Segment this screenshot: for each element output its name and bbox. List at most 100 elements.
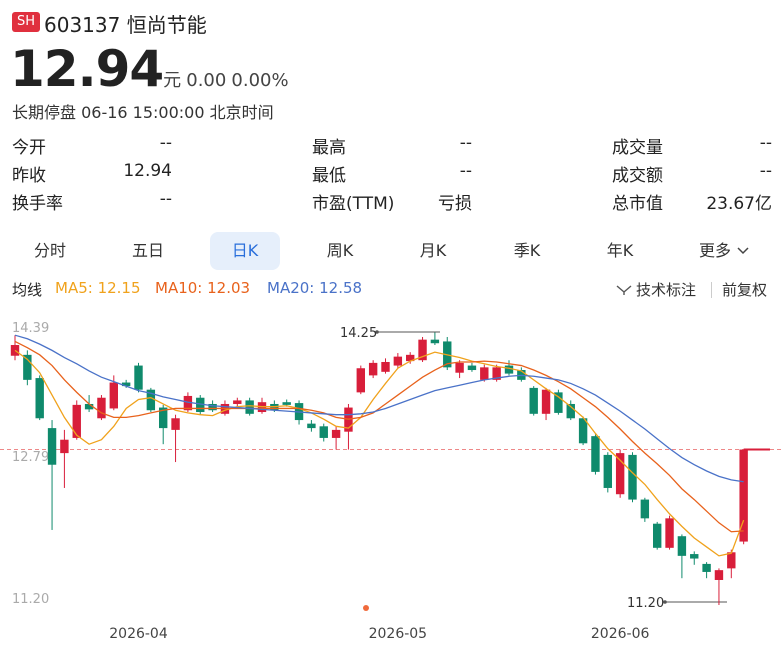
candle-body <box>393 356 403 366</box>
stat-value: 23.67亿 <box>706 194 772 214</box>
candle-body <box>208 403 217 411</box>
candle-body <box>183 395 193 411</box>
ma-label: 均线 <box>12 281 43 299</box>
tech-icon <box>616 285 632 295</box>
candle-body <box>406 354 415 362</box>
candle-body <box>739 449 748 542</box>
candle-body <box>665 518 674 548</box>
tab[interactable]: 周K <box>326 241 354 260</box>
candle-body <box>196 397 205 413</box>
event-dot <box>363 605 369 611</box>
tab[interactable]: 日K <box>210 232 280 270</box>
legend-item: MA10: 12.03 <box>155 279 251 297</box>
market-badge: SH <box>12 12 40 32</box>
candle-body <box>171 418 180 430</box>
candle-body <box>282 402 291 405</box>
candle-body <box>233 400 242 404</box>
separator <box>711 282 712 298</box>
stat-value: 12.94 <box>123 161 172 181</box>
tab[interactable]: 分时 <box>33 241 66 260</box>
price-row: 12.94元 0.00 0.00% <box>10 40 289 100</box>
y-tick-label: 12.79 <box>12 450 49 465</box>
stat-label: 成交量 <box>612 138 663 158</box>
candle-body <box>331 429 341 438</box>
stat-label: 昨收 <box>12 166 46 186</box>
candle-body <box>60 439 69 454</box>
stat-label: 最高 <box>312 138 346 158</box>
stat-label: 最低 <box>312 166 346 186</box>
candle-body <box>146 389 156 411</box>
stat-value: -- <box>459 133 472 153</box>
high-label: 14.25 <box>340 326 377 341</box>
candle-body <box>504 365 514 374</box>
tab[interactable]: 年K <box>606 241 634 260</box>
candle-body <box>492 367 501 380</box>
candle-body <box>690 554 699 559</box>
title: 603137 恒尚节能 <box>44 9 207 38</box>
stat-label: 成交额 <box>612 166 663 186</box>
low-dot <box>663 600 667 604</box>
candle-body <box>368 362 378 376</box>
tab[interactable]: 季K <box>513 241 541 260</box>
x-tick-label: 2026-05 <box>369 626 428 642</box>
change-pct: 0.00% <box>231 70 289 91</box>
candle-body <box>35 378 44 419</box>
candle-body <box>480 367 489 380</box>
stat-value: 亏损 <box>438 194 472 214</box>
candle-body <box>615 453 625 495</box>
candle-body <box>554 392 563 413</box>
candle-body <box>727 552 736 569</box>
candle-body <box>467 365 477 371</box>
ma-line <box>14 340 744 533</box>
stock-name: 恒尚节能 <box>126 13 207 37</box>
tech-button[interactable]: 技术标注 <box>636 281 697 299</box>
stat-value: -- <box>759 133 772 153</box>
unit: 元 <box>163 70 182 91</box>
candle-body <box>23 354 32 380</box>
candle-body <box>159 407 168 429</box>
candle-body <box>714 570 724 580</box>
candle-body <box>245 400 254 414</box>
stat-label: 总市值 <box>612 194 663 214</box>
stat-value: -- <box>459 161 472 181</box>
stat-value: -- <box>759 161 772 181</box>
status: 长期停盘 06-16 15:00:00 北京时间 <box>12 103 274 122</box>
tab[interactable]: 五日 <box>131 241 164 260</box>
high-dot <box>375 330 379 334</box>
change: 0.00 <box>186 70 227 91</box>
candle-body <box>84 403 94 410</box>
stat-value: -- <box>159 189 172 209</box>
candle-body <box>653 523 662 548</box>
ma-line <box>14 349 745 557</box>
candle-body <box>430 339 440 344</box>
candle-body <box>640 499 650 519</box>
candle-body <box>356 368 365 393</box>
stat-value: -- <box>159 133 172 153</box>
low-label: 11.20 <box>627 596 664 611</box>
candle-body <box>381 361 390 372</box>
candle-body <box>702 563 711 572</box>
ma-line <box>14 334 744 483</box>
adjust-button[interactable]: 前复权 <box>722 281 768 299</box>
y-tick-label: 14.39 <box>12 321 49 336</box>
candle-body <box>566 403 575 419</box>
stat-label: 市盈(TTM) <box>312 194 395 214</box>
tab[interactable]: 更多 <box>698 241 731 260</box>
candle-body <box>121 382 131 387</box>
caret <box>737 247 749 255</box>
stock-code: 603137 <box>44 13 121 37</box>
candle-body <box>628 454 637 500</box>
stat-label: 换手率 <box>12 194 63 214</box>
price: 12.94 <box>10 40 164 98</box>
candle-body <box>307 423 316 429</box>
x-tick-label: 2026-06 <box>591 626 650 642</box>
tab[interactable]: 月K <box>419 241 447 260</box>
candle-body <box>97 397 106 419</box>
candle-body <box>109 382 118 409</box>
candle-body <box>72 404 81 438</box>
candle-body <box>529 387 538 414</box>
candle-body <box>591 436 600 472</box>
candle-body <box>134 365 143 390</box>
